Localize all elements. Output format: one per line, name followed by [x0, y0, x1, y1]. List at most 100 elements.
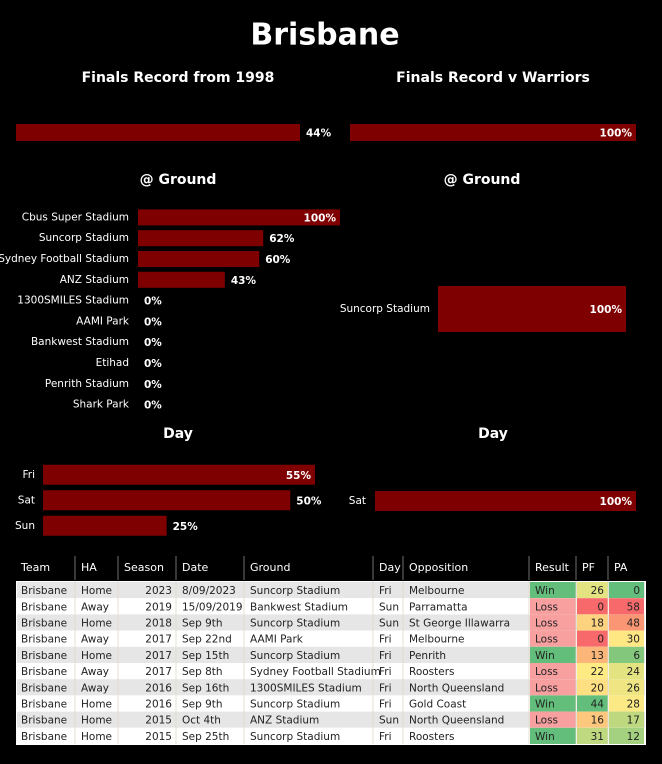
table-cell: Loss: [535, 682, 558, 694]
table-cell: Brisbane: [21, 634, 67, 646]
chart-title: Day: [478, 426, 508, 442]
chart-title: Finals Record v Warriors: [396, 70, 590, 86]
table-cell: Loss: [535, 666, 558, 678]
table-row: [17, 727, 645, 744]
pf-cell: [577, 630, 608, 647]
table-cell: St George Illawarra: [409, 618, 510, 630]
result-cell: [530, 582, 576, 599]
table-cell: 8/09/2023: [182, 585, 236, 597]
result-cell: [530, 679, 576, 696]
table-cell: Fri: [379, 699, 392, 711]
table-cell: 20: [591, 682, 604, 694]
table-cell: Suncorp Stadium: [250, 585, 340, 597]
table-cell: ANZ Stadium: [250, 715, 319, 727]
table-cell: Home: [81, 585, 112, 597]
table-cell: 30: [627, 634, 640, 646]
table-cell: Fri: [379, 666, 392, 678]
pf-cell: [577, 598, 608, 615]
category-label: Suncorp Stadium: [340, 303, 430, 315]
pf-cell: [577, 646, 608, 663]
value-label: 55%: [286, 470, 312, 482]
table-cell: 12: [627, 731, 640, 743]
column-header: Date: [182, 561, 209, 574]
category-label: Fri: [22, 469, 35, 481]
pa-cell: [609, 614, 644, 631]
table-cell: Sep 8th: [182, 666, 223, 678]
chart-title: @ Ground: [140, 172, 217, 188]
result-cell: [530, 695, 576, 712]
column-header: HA: [81, 561, 97, 574]
result-cell: [530, 598, 576, 615]
table-cell: 26: [627, 682, 641, 694]
category-label: Penrith Stadium: [45, 378, 129, 390]
table-cell: Sun: [379, 715, 399, 727]
pf-cell: [577, 727, 608, 744]
table-cell: Win: [535, 585, 555, 597]
table-row: [17, 630, 645, 647]
table-cell: Win: [535, 650, 555, 662]
pa-cell: [609, 582, 644, 599]
table-cell: Sep 16th: [182, 682, 229, 694]
value-label: 0%: [144, 400, 162, 412]
table-cell: Sun: [379, 618, 399, 630]
table-cell: Away: [81, 601, 109, 613]
bar: [43, 464, 315, 485]
table-cell: Sun: [379, 601, 399, 613]
table-cell: 2015: [145, 715, 172, 727]
table-cell: 15/09/2019: [182, 601, 243, 613]
table-cell: Brisbane: [21, 682, 67, 694]
table-row: [17, 646, 645, 663]
table-cell: Win: [535, 699, 555, 711]
table-cell: AAMI Park: [250, 634, 304, 646]
pa-cell: [609, 711, 644, 728]
value-label: 25%: [173, 521, 199, 533]
pf-cell: [577, 695, 608, 712]
table-cell: Suncorp Stadium: [250, 699, 340, 711]
category-label: ANZ Stadium: [60, 274, 129, 286]
pa-cell: [609, 630, 644, 647]
table-cell: Roosters: [409, 731, 455, 743]
category-label: Etihad: [96, 357, 129, 369]
pa-cell: [609, 727, 644, 744]
value-label: 0%: [144, 379, 162, 391]
pf-cell: [577, 679, 608, 696]
bar: [16, 124, 300, 141]
table-row: [17, 679, 645, 696]
category-label: Cbus Super Stadium: [22, 211, 129, 223]
table-cell: North Queensland: [409, 682, 504, 694]
table-cell: 58: [627, 601, 640, 613]
table-cell: Sep 9th: [182, 699, 223, 711]
table-cell: 1300SMILES Stadium: [250, 682, 362, 694]
table-row: [17, 614, 645, 631]
category-label: AAMI Park: [76, 315, 130, 327]
result-cell: [530, 630, 576, 647]
pa-cell: [609, 598, 644, 615]
bar: [438, 286, 626, 332]
table-cell: 2017: [145, 634, 172, 646]
pf-cell: [577, 614, 608, 631]
value-label: 62%: [269, 233, 295, 245]
table-cell: North Queensland: [409, 715, 504, 727]
category-label: Sydney Football Stadium: [0, 253, 129, 265]
table-cell: Oct 4th: [182, 715, 221, 727]
table-row: [17, 598, 645, 615]
table-cell: 0: [633, 585, 640, 597]
table-cell: 26: [591, 585, 605, 597]
table-cell: 28: [627, 699, 640, 711]
table-cell: Bankwest Stadium: [250, 601, 348, 613]
table-cell: 2023: [145, 585, 172, 597]
table-cell: Sep 22nd: [182, 634, 232, 646]
column-header: Result: [535, 561, 570, 574]
table-cell: Fri: [379, 585, 392, 597]
table-cell: 31: [591, 731, 604, 743]
table-cell: 18: [591, 618, 604, 630]
table-cell: Home: [81, 715, 112, 727]
category-label: Bankwest Stadium: [31, 336, 129, 348]
table-cell: 2018: [145, 618, 172, 630]
column-header: Team: [20, 561, 50, 574]
result-cell: [530, 727, 576, 744]
column-header: PF: [582, 561, 595, 574]
bar: [138, 209, 340, 226]
